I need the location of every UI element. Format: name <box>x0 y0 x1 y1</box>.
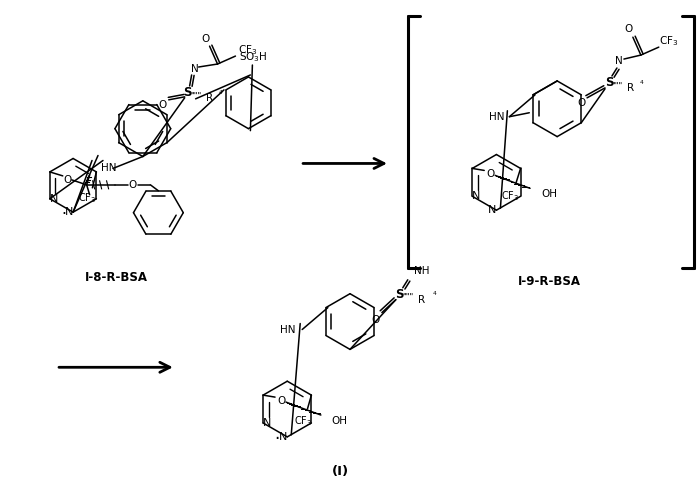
Text: OH: OH <box>332 416 348 426</box>
Text: SO$_3$H: SO$_3$H <box>239 50 267 64</box>
Text: O: O <box>277 396 285 406</box>
Text: N: N <box>263 418 272 428</box>
Text: O: O <box>625 24 633 34</box>
Text: N: N <box>65 207 74 217</box>
Text: $^4$: $^4$ <box>218 89 223 98</box>
Text: CF$_3$: CF$_3$ <box>659 34 678 48</box>
Text: OH: OH <box>541 189 557 199</box>
Text: HN: HN <box>280 324 296 335</box>
Text: N: N <box>190 64 199 74</box>
Text: $^4$: $^4$ <box>430 289 438 302</box>
Text: N: N <box>472 191 480 201</box>
Text: R: R <box>206 93 213 103</box>
Text: CF$_3$: CF$_3$ <box>238 43 257 57</box>
Text: CF$_3$: CF$_3$ <box>501 189 520 203</box>
Text: $^4$: $^4$ <box>639 79 645 89</box>
Text: """: """ <box>190 92 201 100</box>
Text: """: """ <box>611 81 622 91</box>
Text: R: R <box>627 83 634 93</box>
Text: N: N <box>50 194 58 204</box>
Text: N: N <box>488 205 496 215</box>
Text: O: O <box>202 34 210 44</box>
Text: S: S <box>605 76 613 90</box>
Text: N: N <box>615 56 623 66</box>
Text: O: O <box>372 315 380 324</box>
Text: O: O <box>577 98 585 108</box>
Text: CF$_3$: CF$_3$ <box>294 414 313 428</box>
Text: ·: · <box>274 430 280 448</box>
Text: N: N <box>279 432 288 442</box>
Text: HN: HN <box>489 112 505 122</box>
Text: I-9-R-BSA: I-9-R-BSA <box>518 275 581 288</box>
Text: """: """ <box>402 293 414 302</box>
Text: R: R <box>418 295 426 305</box>
Text: O: O <box>159 100 167 110</box>
Text: HN: HN <box>101 164 116 173</box>
Text: O: O <box>128 180 136 190</box>
Text: NH: NH <box>414 266 429 276</box>
Text: O: O <box>64 175 72 185</box>
Text: I-8-R-BSA: I-8-R-BSA <box>85 271 148 284</box>
Text: ·: · <box>62 206 66 222</box>
Text: O: O <box>486 169 494 179</box>
Text: CF$_3$: CF$_3$ <box>78 191 97 205</box>
Text: S: S <box>183 86 192 99</box>
Text: (I): (I) <box>332 465 349 478</box>
Text: S: S <box>395 288 404 301</box>
